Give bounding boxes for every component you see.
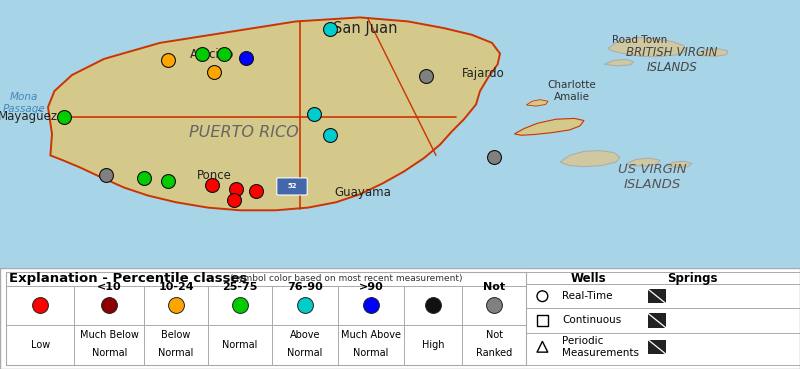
Text: Mona
Passage: Mona Passage	[2, 92, 46, 114]
Point	[427, 302, 440, 308]
Bar	[6, 272, 526, 365]
Text: Periodic: Periodic	[562, 336, 604, 346]
Point	[162, 57, 174, 63]
Point	[228, 197, 241, 203]
Text: Springs: Springs	[667, 272, 718, 284]
Point	[218, 51, 230, 56]
Text: Normal: Normal	[287, 348, 322, 358]
Point	[34, 302, 47, 308]
Text: Guayama: Guayama	[334, 186, 391, 199]
Point	[536, 317, 549, 323]
Polygon shape	[560, 151, 620, 167]
Polygon shape	[604, 59, 634, 66]
Text: 76-90: 76-90	[287, 282, 322, 292]
Polygon shape	[626, 158, 660, 166]
Point	[250, 188, 262, 194]
Text: 52: 52	[287, 183, 297, 189]
Text: Low: Low	[30, 340, 50, 350]
Point	[324, 27, 337, 32]
Point	[234, 302, 246, 308]
Text: Normal: Normal	[158, 348, 194, 358]
Text: Not: Not	[483, 282, 506, 292]
Point	[230, 186, 242, 192]
Text: Ranked: Ranked	[476, 348, 513, 358]
Text: >90: >90	[358, 282, 383, 292]
Text: Below: Below	[162, 330, 190, 339]
Point	[324, 132, 337, 138]
Bar	[648, 289, 666, 303]
Text: Much Below: Much Below	[80, 330, 138, 339]
Text: Mayagüez: Mayagüez	[0, 110, 58, 123]
Point	[488, 302, 501, 308]
Text: Much Above: Much Above	[341, 330, 401, 339]
Point	[488, 154, 501, 160]
Polygon shape	[48, 17, 500, 210]
Point	[100, 173, 113, 179]
Polygon shape	[96, 64, 376, 125]
Polygon shape	[608, 38, 686, 57]
Point	[536, 344, 549, 350]
Point	[102, 302, 116, 308]
Point	[365, 302, 378, 308]
Text: Not: Not	[486, 330, 503, 339]
Text: Arecibo: Arecibo	[190, 48, 234, 61]
Point	[138, 175, 150, 181]
Bar	[648, 340, 666, 354]
Text: Explanation - Percentile classes: Explanation - Percentile classes	[9, 272, 247, 284]
Point	[298, 302, 311, 308]
Point	[162, 178, 174, 184]
Point	[195, 51, 208, 56]
Text: Above: Above	[290, 330, 320, 339]
Polygon shape	[526, 100, 548, 106]
Text: BRITISH VIRGIN
ISLANDS: BRITISH VIRGIN ISLANDS	[626, 46, 718, 74]
Text: Normal: Normal	[222, 340, 258, 350]
Polygon shape	[666, 161, 692, 168]
Point	[420, 73, 433, 79]
Text: <10: <10	[97, 282, 122, 292]
Point	[240, 55, 253, 61]
Text: Normal: Normal	[91, 348, 127, 358]
Text: Measurements: Measurements	[562, 348, 639, 358]
FancyBboxPatch shape	[277, 178, 307, 195]
Point	[536, 293, 549, 299]
Polygon shape	[696, 49, 728, 56]
Text: San Juan: San Juan	[333, 21, 397, 36]
Text: Continuous: Continuous	[562, 315, 622, 325]
Bar	[648, 313, 666, 328]
Point	[206, 182, 218, 188]
Point	[308, 111, 321, 117]
Point	[208, 69, 221, 75]
Text: Normal: Normal	[353, 348, 389, 358]
Text: (symbol color based on most recent measurement): (symbol color based on most recent measu…	[230, 273, 463, 283]
Text: 25-75: 25-75	[222, 282, 258, 292]
Text: Road Town: Road Town	[612, 35, 668, 45]
Polygon shape	[514, 118, 584, 135]
Text: Charlotte
Amalie: Charlotte Amalie	[548, 80, 596, 102]
Text: US VIRGIN
ISLANDS: US VIRGIN ISLANDS	[618, 163, 686, 191]
Text: High: High	[422, 340, 445, 350]
Point	[170, 302, 182, 308]
Text: Ponce: Ponce	[197, 169, 232, 182]
Text: Wells: Wells	[571, 272, 606, 284]
Text: Fajardo: Fajardo	[462, 67, 504, 80]
Text: 10-24: 10-24	[158, 282, 194, 292]
Text: PUERTO RICO: PUERTO RICO	[189, 125, 299, 140]
Point	[58, 114, 70, 120]
Text: Real-Time: Real-Time	[562, 291, 613, 301]
